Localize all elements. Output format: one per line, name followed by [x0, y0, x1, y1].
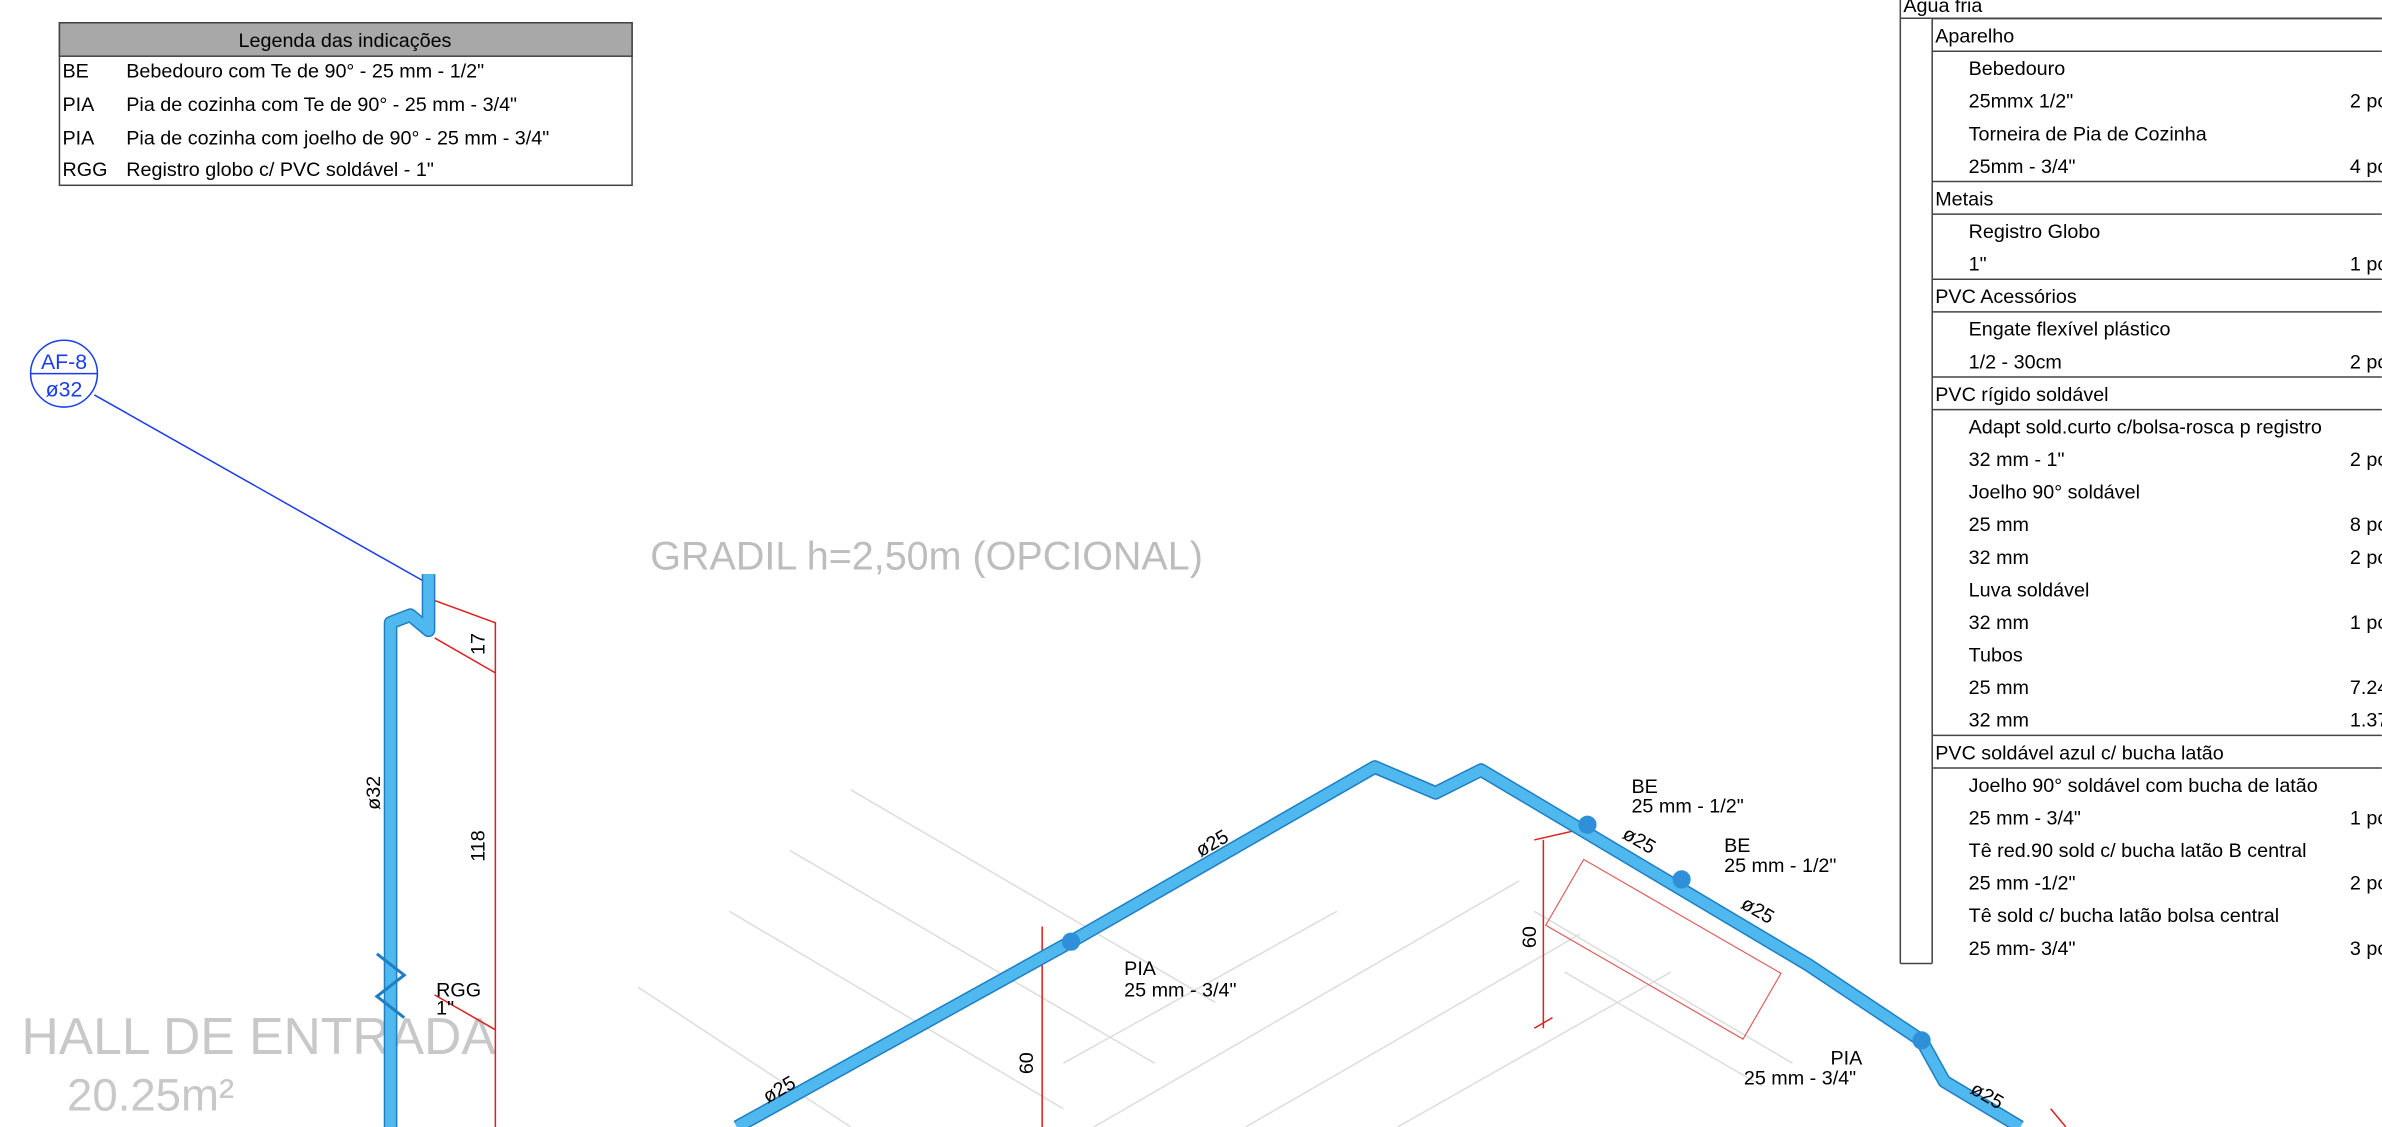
group-name: Metais — [1935, 188, 1993, 210]
item-name: Joelho 90° soldável — [1969, 482, 2140, 504]
page: Legenda das indicações BE Bebedouro com T… — [0, 0, 2382, 1127]
materials-title: Água fria — [1903, 0, 1982, 17]
item-qty: 7.24 m — [2350, 677, 2382, 699]
item-spec: 32 mm - 1" — [1969, 449, 2065, 471]
room-name: HALL DE ENTRADA — [21, 1007, 496, 1065]
item-spec: 32 mm — [1969, 710, 2029, 732]
item-name: Registro Globo — [1969, 221, 2101, 243]
tag-diameter: ø32 — [46, 377, 83, 401]
item-name: Tê red.90 sold c/ bucha latão B central — [1969, 840, 2307, 862]
item-spec: 25 mm -1/2" — [1969, 873, 2076, 895]
dimension-label: 60 — [1016, 1052, 1038, 1074]
fitting-code: BE — [1631, 776, 1657, 798]
railing-label: GRADIL h=2,50m (OPCIONAL) — [650, 535, 1203, 579]
legend-code: PIA — [62, 127, 95, 149]
item-name: Joelho 90° soldável com bucha de latão — [1969, 775, 2318, 797]
item-spec: 1/2 - 30cm — [1969, 351, 2062, 373]
item-spec: 25mm - 3/4" — [1969, 156, 2076, 178]
item-spec: 1" — [1969, 254, 1987, 276]
legend-table: Legenda das indicações BE Bebedouro com T… — [59, 23, 632, 186]
item-spec: 25 mm- 3/4" — [1969, 938, 2076, 960]
item-qty: 1.37 m — [2350, 710, 2382, 732]
fitting-spec: 25 mm - 3/4" — [1744, 1067, 1856, 1089]
item-qty: 2 pc — [2350, 91, 2382, 113]
pipe-diameter: ø32 — [363, 776, 385, 810]
legend-text: Pia de cozinha com joelho de 90° - 25 mm… — [126, 127, 549, 149]
item-name: Engate flexível plástico — [1969, 319, 2171, 341]
item-qty: 2 pc — [2350, 449, 2382, 471]
item-name: Tê sold c/ bucha latão bolsa central — [1969, 905, 2279, 927]
dimension-label: 60 — [1519, 926, 1541, 948]
dimension-label: 118 — [468, 830, 490, 861]
group-name: PVC Acessórios — [1935, 286, 2077, 308]
item-qty: 4 pc — [2350, 156, 2382, 178]
item-name: Torneira de Pia de Cozinha — [1969, 123, 2207, 145]
item-spec: 25 mm — [1969, 677, 2029, 699]
fitting-spec: 25 mm - 3/4" — [1124, 979, 1236, 1001]
legend-code: BE — [62, 60, 88, 82]
legend-title: Legenda das indicações — [239, 30, 452, 52]
tag: AF-8 ø32 — [31, 340, 430, 585]
legend-code: PIA — [62, 94, 95, 116]
item-qty: 2 pc — [2350, 873, 2382, 895]
group-name: PVC rígido soldável — [1935, 384, 2108, 406]
item-qty: 2 pc — [2350, 351, 2382, 373]
group-name: PVC soldável azul c/ bucha latão — [1935, 742, 2224, 764]
materials-table: Água fria Aparelho Bebedouro 25mmx 1/2" 2 p… — [1900, 0, 2382, 963]
item-qty: 3 pc — [2350, 938, 2382, 960]
item-qty: 1 pc — [2350, 254, 2382, 276]
item-spec: 25mmx 1/2" — [1969, 91, 2074, 113]
legend-text: Registro globo c/ PVC soldável - 1" — [126, 159, 434, 181]
fitting-spec: 25 mm - 1/2" — [1724, 855, 1836, 877]
item-qty: 1 pc — [2350, 807, 2382, 829]
item-spec: 32 mm — [1969, 612, 2029, 634]
item-qty: 8 pc — [2350, 514, 2382, 536]
item-name: Bebedouro — [1969, 58, 2066, 80]
item-spec: 25 mm — [1969, 514, 2029, 536]
legend-text: Bebedouro com Te de 90° - 25 mm - 1/2" — [126, 60, 484, 82]
fitting-code: BE — [1724, 835, 1750, 857]
item-qty: 1 pc — [2350, 612, 2382, 634]
fitting-spec: 25 mm - 1/2" — [1631, 796, 1743, 818]
item-name: Adapt sold.curto c/bolsa-rosca p registr… — [1969, 416, 2322, 438]
dimension-label: 17 — [468, 633, 490, 655]
fitting-code: PIA — [1124, 958, 1157, 980]
item-name: Luva soldável — [1969, 579, 2090, 601]
group-name: Aparelho — [1935, 26, 2014, 48]
item-spec: 32 mm — [1969, 547, 2029, 569]
fitting-spec: 1" — [436, 998, 454, 1020]
legend-text: Pia de cozinha com Te de 90° - 25 mm - 3… — [126, 94, 517, 116]
room-area: 20.25m² — [67, 1069, 234, 1120]
item-spec: 25 mm - 3/4" — [1969, 807, 2081, 829]
tag-id: AF-8 — [41, 350, 87, 374]
item-name: Tubos — [1969, 645, 2023, 667]
legend-code: RGG — [62, 159, 107, 181]
item-qty: 2 pc — [2350, 547, 2382, 569]
fitting-code: PIA — [1830, 1048, 1863, 1070]
